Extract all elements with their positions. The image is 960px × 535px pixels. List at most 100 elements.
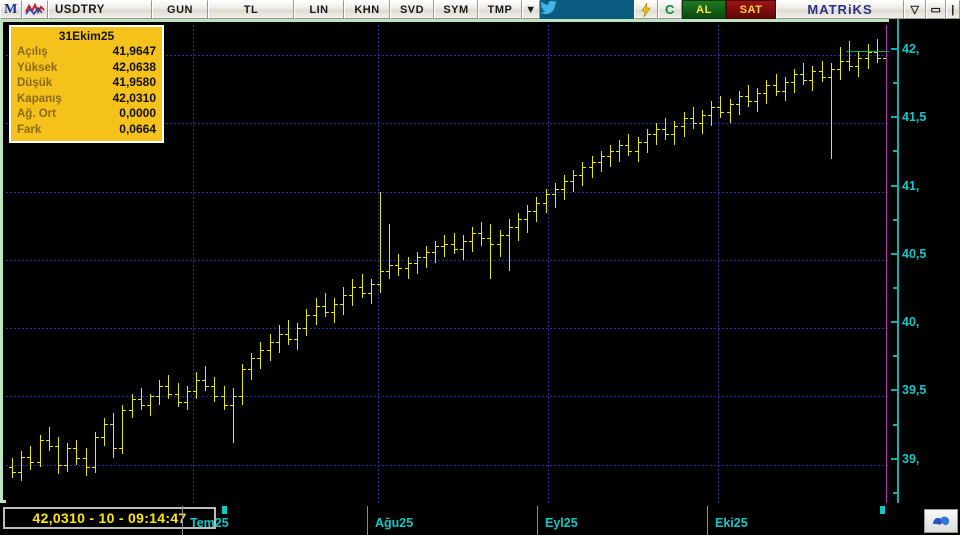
price-tick <box>891 184 899 187</box>
ohlc-open-tick <box>782 91 785 92</box>
ohlc-open-tick <box>478 233 481 234</box>
ohlc-close-tick <box>869 52 872 53</box>
ohlc-close-tick <box>547 194 550 195</box>
ohlc-close-tick <box>363 293 366 294</box>
currency-button-tl[interactable]: TL <box>208 0 294 19</box>
ohlc-bar <box>472 227 473 252</box>
button-khn[interactable]: KHN <box>344 0 390 19</box>
ohlc-bar <box>555 183 556 208</box>
ohlc-close-tick <box>87 467 90 468</box>
ohlc-open-tick <box>165 386 168 387</box>
ohlc-open-tick <box>423 257 426 258</box>
ohlc-close-tick <box>225 405 228 406</box>
price-axis[interactable]: 42, 41,5 41, 40,5 40, 39,5 39, <box>889 19 960 503</box>
ohlc-bar <box>132 393 133 419</box>
ohlc-open-tick <box>460 249 463 250</box>
ohlc-close-tick <box>602 156 605 157</box>
price-tick-label: 40,5 <box>902 246 927 261</box>
ohlc-bar <box>389 224 390 280</box>
ohlc-close-tick <box>326 312 329 313</box>
matriks-corner-logo[interactable] <box>924 509 958 533</box>
refresh-icon[interactable]: C <box>658 0 682 19</box>
ohlc-bar <box>122 404 123 454</box>
ohlc-bar <box>297 322 298 351</box>
ohlc-close-tick <box>556 189 559 190</box>
button-sym[interactable]: SYM <box>434 0 478 19</box>
price-tick-minor <box>893 491 899 494</box>
info-row: Ağ. Ort 0,0000 <box>17 106 156 122</box>
horizontal-gridline <box>6 328 892 329</box>
ohlc-open-tick <box>763 93 766 94</box>
ohlc-bar <box>242 363 243 405</box>
ohlc-open-tick <box>405 268 408 269</box>
window-close-button[interactable]: | <box>946 0 960 19</box>
price-tick-minor <box>893 355 899 358</box>
scale-button-lin[interactable]: LIN <box>294 0 344 19</box>
ohlc-close-tick <box>813 71 816 72</box>
price-tick <box>891 116 899 119</box>
buy-button[interactable]: AL <box>682 0 726 19</box>
horizontal-gridline <box>6 55 892 56</box>
ohlc-open-tick <box>110 424 113 425</box>
ohlc-close-tick <box>22 457 25 458</box>
ohlc-close-tick <box>307 315 310 316</box>
ohlc-bar <box>849 41 850 72</box>
ohlc-open-tick <box>340 304 343 305</box>
ohlc-close-tick <box>234 396 237 397</box>
ohlc-open-tick <box>101 437 104 438</box>
ohlc-open-tick <box>681 126 684 127</box>
ohlc-bar <box>877 38 878 64</box>
ohlc-close-tick <box>620 145 623 146</box>
vertical-gridline <box>378 25 379 503</box>
ohlc-close-tick <box>390 265 393 266</box>
window-minimize-button[interactable]: ▭ <box>926 0 946 19</box>
ohlc-close-tick <box>574 175 577 176</box>
ohlc-bar <box>150 393 151 416</box>
ohlc-open-tick <box>809 80 812 81</box>
ohlc-close-tick <box>50 446 53 447</box>
button-svd[interactable]: SVD <box>390 0 434 19</box>
ohlc-close-tick <box>142 405 145 406</box>
date-axis[interactable]: 42,0310 - 10 - 09:14:47 Tem25 Ağu25 Eyl25 E… <box>0 503 960 535</box>
ohlc-bar <box>628 134 629 157</box>
ohlc-close-tick <box>795 74 798 75</box>
ohlc-open-tick <box>248 369 251 370</box>
ohlc-close-tick <box>850 66 853 67</box>
horizontal-gridline <box>6 465 892 466</box>
symbol-field[interactable]: USDTRY <box>48 0 152 19</box>
price-tick-label: 40, <box>902 315 920 330</box>
ohlc-open-tick <box>368 293 371 294</box>
zigzag-chart-icon[interactable] <box>22 0 48 19</box>
lightning-bolt-icon[interactable] <box>634 0 658 19</box>
ohlc-bar <box>362 273 363 299</box>
ohlc-open-tick <box>607 156 610 157</box>
button-tmp[interactable]: TMP <box>478 0 522 19</box>
ohlc-bar <box>702 109 703 135</box>
ohlc-bar <box>785 76 786 102</box>
period-button-gun[interactable]: GUN <box>152 0 208 19</box>
info-row-value: 41,9647 <box>112 44 156 58</box>
ohlc-open-tick <box>469 241 472 242</box>
ohlc-open-tick <box>552 194 555 195</box>
ohlc-close-tick <box>832 69 835 70</box>
info-row-label: Ağ. Ort <box>17 108 56 120</box>
ohlc-open-tick <box>193 391 196 392</box>
ohlc-open-tick <box>589 167 592 168</box>
ohlc-open-tick <box>313 315 316 316</box>
chevron-down-icon[interactable]: ▼ <box>522 0 540 19</box>
twitter-bird-icon[interactable] <box>540 0 562 19</box>
ohlc-open-tick <box>846 61 849 62</box>
ohlc-close-tick <box>464 241 467 242</box>
ohlc-close-tick <box>666 134 669 135</box>
ohlc-close-tick <box>767 85 770 86</box>
info-row-label: Düşük <box>17 77 53 89</box>
sell-button[interactable]: SAT <box>726 0 776 19</box>
ohlc-bar <box>720 96 721 118</box>
ohlc-close-tick <box>675 126 678 127</box>
ohlc-open-tick <box>27 457 30 458</box>
date-axis-marker <box>222 506 227 514</box>
ohlc-bar <box>260 341 261 370</box>
window-restore-button[interactable]: ▽ <box>904 0 926 19</box>
ohlc-close-tick <box>179 402 182 403</box>
date-tick-label: Eki25 <box>715 516 748 530</box>
